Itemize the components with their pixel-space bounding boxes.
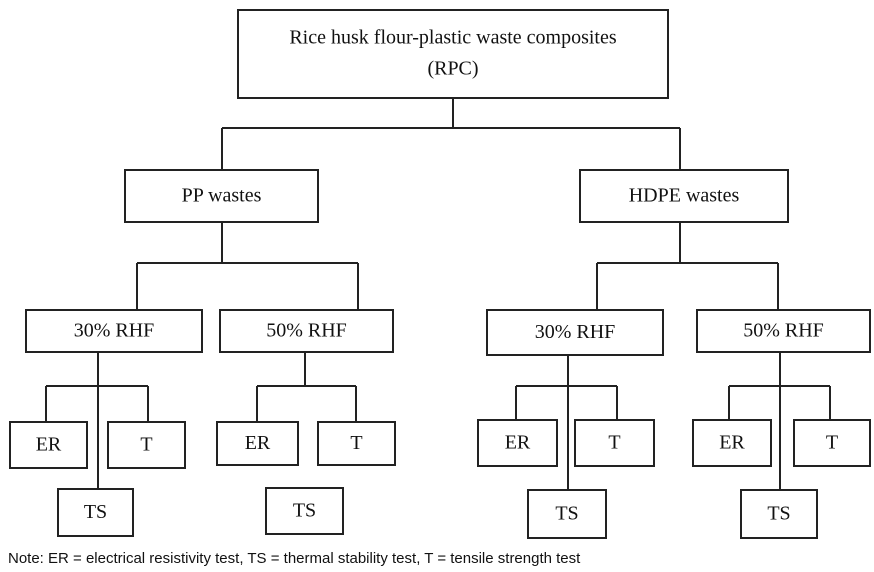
subgroup-label: 30% RHF <box>74 320 155 342</box>
test-box <box>216 421 299 466</box>
test-box <box>793 419 871 467</box>
subgroup-box <box>25 309 203 353</box>
test-label: T <box>826 432 838 454</box>
test-box <box>9 421 88 469</box>
test-box <box>574 419 655 467</box>
test-label: TS <box>293 500 316 522</box>
test-label: T <box>350 432 362 454</box>
subgroup-box <box>486 309 664 356</box>
subgroup-label: 30% RHF <box>535 321 616 343</box>
test-box <box>527 489 607 539</box>
subgroup-box <box>219 309 394 353</box>
subgroup-label: 50% RHF <box>743 320 824 342</box>
root-box <box>237 9 669 99</box>
test-box <box>740 489 818 539</box>
note: Note: ER = electrical resistivity test, … <box>8 550 581 567</box>
test-label: TS <box>84 501 107 523</box>
test-label: ER <box>36 434 62 456</box>
test-box <box>57 488 134 537</box>
test-box <box>317 421 396 466</box>
group-label: HDPE wastes <box>629 185 740 207</box>
test-label: TS <box>555 503 578 525</box>
test-label: ER <box>505 432 531 454</box>
root-label: Rice husk flour-plastic waste composites <box>289 27 617 49</box>
test-label: ER <box>245 432 271 454</box>
root-label: (RPC) <box>427 58 478 80</box>
group-box <box>579 169 789 223</box>
test-label: T <box>140 434 152 456</box>
group-label: PP wastes <box>182 185 262 207</box>
test-label: ER <box>719 432 745 454</box>
test-box <box>477 419 558 467</box>
test-box <box>692 419 772 467</box>
test-label: T <box>608 432 620 454</box>
group-box <box>124 169 319 223</box>
test-box <box>265 487 344 535</box>
subgroup-label: 50% RHF <box>266 320 347 342</box>
subgroup-box <box>696 309 871 353</box>
test-label: TS <box>767 503 790 525</box>
test-box <box>107 421 186 469</box>
connectors <box>45 98 831 490</box>
